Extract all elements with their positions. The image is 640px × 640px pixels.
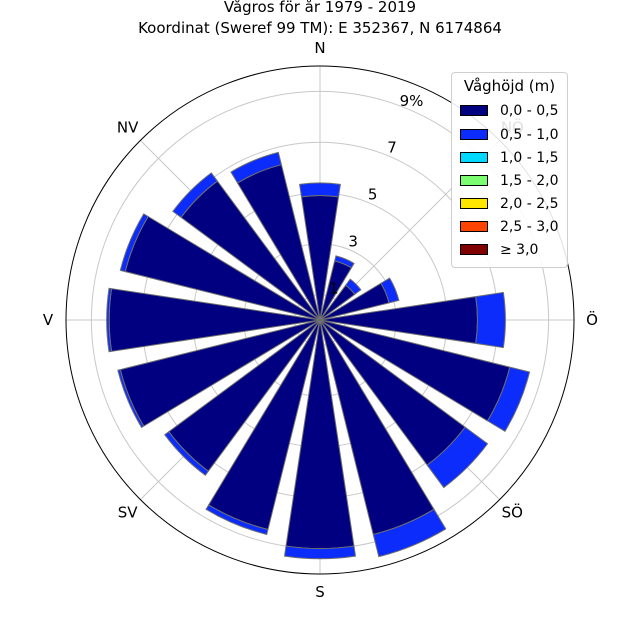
chart-subtitle: Koordinat (Sweref 99 TM): E 352367, N 61… (138, 19, 502, 37)
bar-segment-ÖSÖ (486, 366, 531, 433)
legend-label: ≥ 3,0 (500, 242, 539, 258)
outer-circle (65, 65, 575, 575)
radial-tick-label: 1 (329, 280, 339, 298)
radial-tick-label: 7 (387, 139, 397, 157)
legend-label: 1,0 - 1,5 (500, 150, 559, 166)
compass-label-V: V (43, 311, 54, 329)
legend-swatch (460, 175, 488, 186)
legend-title: Våghöjd (m) (463, 77, 556, 95)
compass-label-N: N (314, 39, 325, 57)
legend-swatch (460, 198, 488, 209)
bar-segment-NNV (230, 151, 283, 184)
bars-group (106, 151, 531, 560)
legend: Våghöjd (m) 0,0 - 0,5 0,5 - 1,0 1,0 - 1,… (451, 72, 568, 268)
legend-swatch (460, 105, 488, 116)
legend-item: 1,0 - 1,5 (460, 148, 568, 168)
bar-segment-Ö (319, 296, 478, 344)
legend-item: 2,5 - 3,0 (460, 217, 568, 237)
bar-segment-NÖ (344, 278, 362, 296)
bar-segment-N (299, 182, 341, 198)
legend-label: 2,5 - 3,0 (500, 219, 559, 235)
legend-label: 0,0 - 0,5 (500, 103, 559, 119)
chart-title: Vågros för år 1979 - 2019 (223, 0, 417, 16)
compass-label-SV: SV (118, 503, 139, 521)
radial-tick-label: 9% (400, 92, 424, 110)
bar-segment-Ö (475, 291, 506, 349)
bar-segment-NV (172, 172, 219, 219)
compass-label-NV: NV (117, 119, 139, 137)
legend-swatch (460, 152, 488, 163)
legend-swatch (460, 244, 488, 255)
bar-segment-S (283, 545, 357, 560)
bar-segment-N (300, 195, 340, 321)
legend-item: 1,5 - 2,0 (460, 171, 568, 191)
bar-segment-SÖ (426, 426, 489, 489)
compass-label-S: S (315, 583, 325, 601)
bar-segment-NNÖ (334, 255, 355, 269)
radial-tick-label: 5 (368, 186, 378, 204)
bar-segment-SSV (205, 504, 269, 536)
legend-item: ≥ 3,0 (460, 240, 568, 260)
legend-swatch (460, 129, 488, 140)
compass-label-SÖ: SÖ (502, 502, 523, 521)
bar-segment-V (108, 288, 321, 352)
bar-segment-ÖNÖ (380, 277, 400, 304)
legend-label: 2,0 - 2,5 (500, 196, 559, 212)
legend-label: 0,5 - 1,0 (500, 127, 559, 143)
legend-item: 2,0 - 2,5 (460, 194, 568, 214)
compass-label-Ö: Ö (586, 310, 598, 329)
legend-item: 0,5 - 1,0 (460, 125, 568, 145)
legend-item: 0,0 - 0,5 (460, 101, 568, 121)
legend-label: 1,5 - 2,0 (500, 173, 559, 189)
bar-segment-VSV (117, 368, 145, 429)
bar-segment-SV (164, 430, 210, 476)
bar-segment-S (285, 319, 355, 550)
bar-segment-V (106, 287, 113, 353)
legend-swatch (460, 221, 488, 232)
bar-segment-VNV (119, 213, 149, 273)
bar-segment-SSÖ (372, 508, 447, 558)
radial-tick-label: 3 (348, 233, 358, 251)
